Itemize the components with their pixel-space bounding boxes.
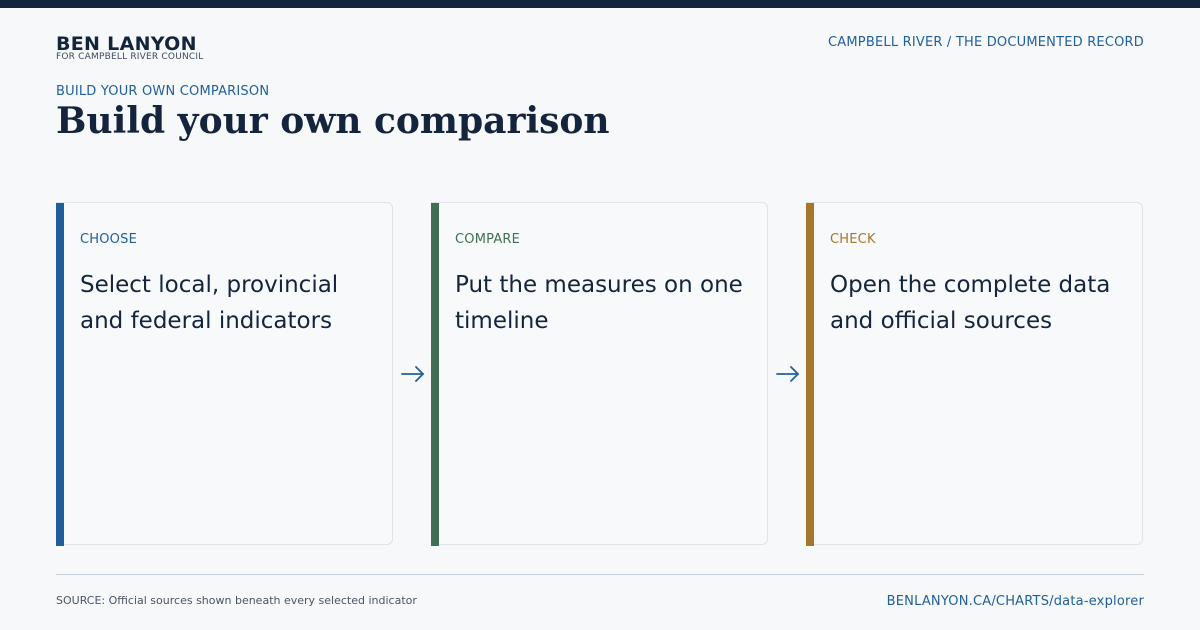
arrow-right-icon bbox=[776, 366, 799, 382]
page-title: Build your own comparison bbox=[56, 100, 610, 142]
step-description: Open the complete data and official sour… bbox=[830, 272, 1111, 334]
step-description: Put the measures on one timeline bbox=[455, 272, 743, 334]
section-link[interactable]: CAMPBELL RIVER / THE DOCUMENTED RECORD bbox=[828, 35, 1144, 50]
step-card-check: CHECK Open the complete data and officia… bbox=[806, 202, 1143, 546]
step-card-choose: CHOOSE Select local, provincial and fede… bbox=[56, 202, 393, 546]
step-kicker: COMPARE bbox=[455, 232, 521, 247]
step-accent-bar bbox=[56, 203, 64, 546]
brand-name: BEN LANYON bbox=[56, 33, 197, 55]
footer-divider bbox=[56, 574, 1144, 575]
step-accent-bar bbox=[431, 203, 439, 546]
footer-link[interactable]: BENLANYON.CA/CHARTS/data-explorer bbox=[886, 594, 1144, 609]
footer-source: SOURCE: Official sources shown beneath e… bbox=[56, 594, 417, 607]
step-card-compare: COMPARE Put the measures on one timeline bbox=[431, 202, 768, 546]
arrow-right-icon bbox=[401, 366, 424, 382]
page-eyebrow: BUILD YOUR OWN COMPARISON bbox=[56, 84, 270, 99]
step-kicker: CHOOSE bbox=[80, 232, 137, 247]
step-accent-bar bbox=[806, 203, 814, 546]
step-kicker: CHECK bbox=[830, 232, 876, 247]
brand-subtitle: FOR CAMPBELL RIVER COUNCIL bbox=[56, 52, 204, 62]
top-bar bbox=[0, 0, 1200, 8]
step-description: Select local, provincial and federal ind… bbox=[80, 272, 339, 334]
